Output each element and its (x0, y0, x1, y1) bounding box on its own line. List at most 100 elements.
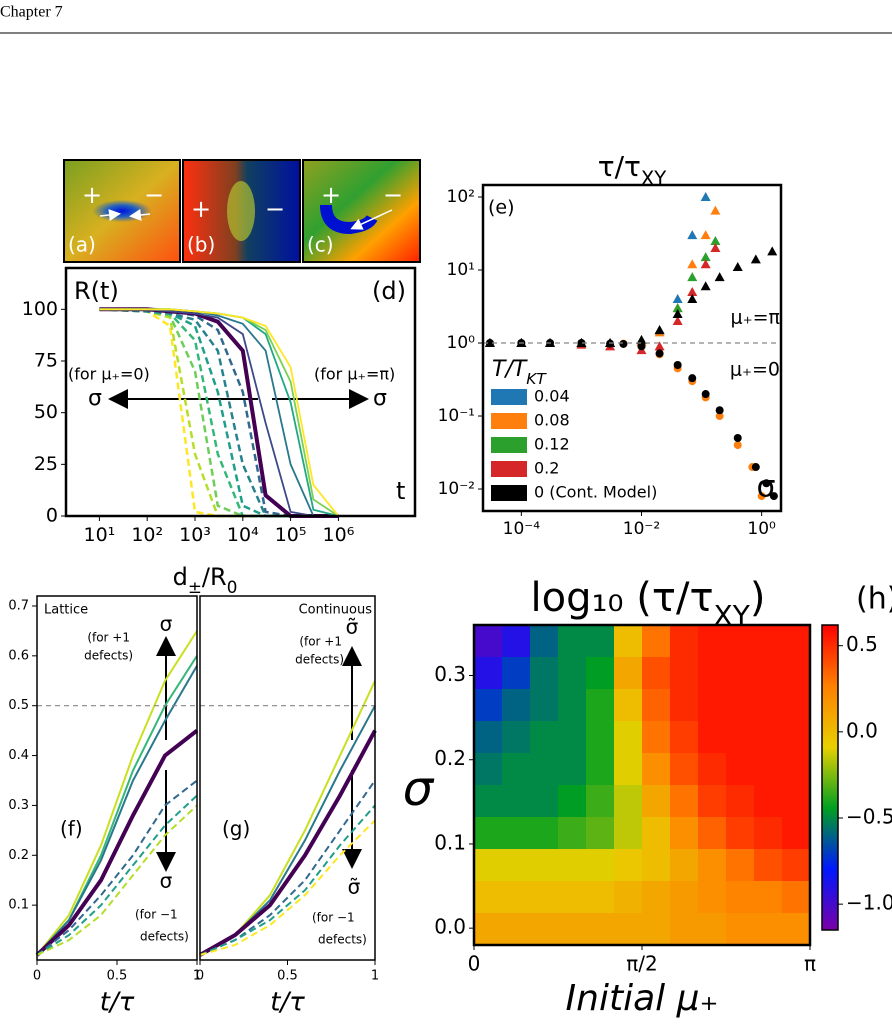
point (577, 339, 586, 348)
annotation: σ (160, 869, 173, 893)
heatmap-cell (530, 721, 559, 754)
heatmap-cell (474, 625, 503, 658)
heatmap-cell (474, 817, 503, 850)
heatmap-cell (698, 785, 727, 818)
legend-swatch (491, 389, 527, 405)
heatmap-cell (642, 721, 671, 754)
title: log₁₀ (τ/τXY) (531, 575, 766, 632)
point (710, 205, 721, 215)
heatmap-cell (698, 913, 727, 946)
y-tick-label: 10² (447, 187, 475, 207)
point (710, 243, 721, 253)
x-tick-label: 1 (371, 968, 379, 983)
heatmap-cell (614, 721, 643, 754)
annotation: σ (88, 386, 102, 411)
line (199, 804, 376, 956)
line (99, 308, 339, 517)
heatmap-cell (558, 625, 587, 658)
heatmap-cell (642, 849, 671, 882)
y-tick-label: 10⁻¹ (438, 406, 475, 426)
annotation: (d) (372, 277, 406, 305)
inset-arrow (129, 209, 151, 221)
colorbar-tick-label: −0.5 (846, 804, 892, 828)
point (654, 325, 665, 335)
point (762, 479, 771, 488)
heatmap-cell (726, 657, 755, 690)
legend-swatch (491, 437, 527, 453)
heatmap-cell (502, 657, 531, 690)
point (636, 334, 647, 344)
line (99, 308, 339, 517)
annotation: Lattice (44, 603, 88, 618)
annotation: defects) (295, 653, 344, 667)
heatmap-cell (586, 625, 615, 658)
heatmap-cell (558, 753, 587, 786)
heatmap-cell (782, 785, 811, 818)
title: d±/R0 (173, 563, 238, 597)
x-tick-label: 10⁵ (275, 524, 307, 546)
heatmap-cell (726, 753, 755, 786)
heatmap-cell (726, 849, 755, 882)
point (619, 339, 628, 348)
x-tick-label: 10³ (179, 524, 211, 546)
heatmap-cell (558, 689, 587, 722)
line (199, 819, 376, 956)
heatmap-cell (614, 849, 643, 882)
point (750, 254, 761, 264)
heatmap-cell (698, 881, 727, 914)
y-tick-label: 0.6 (8, 648, 29, 663)
heatmap-cell (614, 689, 643, 722)
point (485, 339, 494, 348)
point (673, 360, 682, 369)
heatmap-cell (670, 881, 699, 914)
point (654, 341, 665, 351)
line (99, 308, 339, 518)
heatmap-cell (502, 849, 531, 882)
heatmap-cell (782, 849, 811, 882)
point (757, 492, 766, 501)
heatmap-cell (586, 817, 615, 850)
heatmap-cell (642, 881, 671, 914)
plus-sign: + (82, 181, 102, 209)
x-tick-label: 0.5 (277, 968, 298, 983)
x-tick-label: 10⁻² (623, 519, 660, 539)
x-axis-label: t/τ (100, 988, 135, 1018)
heatmap-cell (614, 913, 643, 946)
annotation: (for μ₊=π) (314, 365, 395, 384)
inset-blob (320, 204, 378, 235)
heatmap-cell (530, 817, 559, 850)
line (36, 804, 198, 956)
line (36, 779, 198, 956)
heatmap-cell (530, 657, 559, 690)
point (715, 412, 724, 421)
point (769, 492, 778, 501)
line (35, 729, 199, 957)
annotation: (for μ₊=0) (68, 365, 150, 384)
heatmap-cell (754, 849, 783, 882)
line (99, 308, 339, 518)
heatmap-cell (642, 913, 671, 946)
subscript: XY (714, 599, 751, 632)
y-tick-label: 10¹ (447, 260, 475, 280)
annotation: σ (160, 612, 173, 636)
y-tick-label: 0.7 (8, 598, 29, 613)
line (36, 665, 198, 956)
x-tick-label: π/2 (626, 952, 658, 976)
heatmap-cell (782, 689, 811, 722)
line (99, 308, 339, 518)
x-tick-label: 1 (193, 968, 201, 983)
x-tick-label: 0.5 (107, 968, 128, 983)
heatmap-cell (558, 785, 587, 818)
x-tick-label: 0 (33, 968, 41, 983)
heatmap-cell (782, 913, 811, 946)
heatmap-cell (754, 817, 783, 850)
heatmap-cell (474, 881, 503, 914)
point (767, 246, 778, 256)
heatmap-cell (558, 721, 587, 754)
heatmap-cell (670, 721, 699, 754)
point (732, 261, 743, 271)
annotation: R(t) (74, 277, 119, 305)
line (199, 779, 376, 956)
y-tick-label: 10⁰ (447, 333, 476, 353)
plot-frame (481, 183, 783, 513)
